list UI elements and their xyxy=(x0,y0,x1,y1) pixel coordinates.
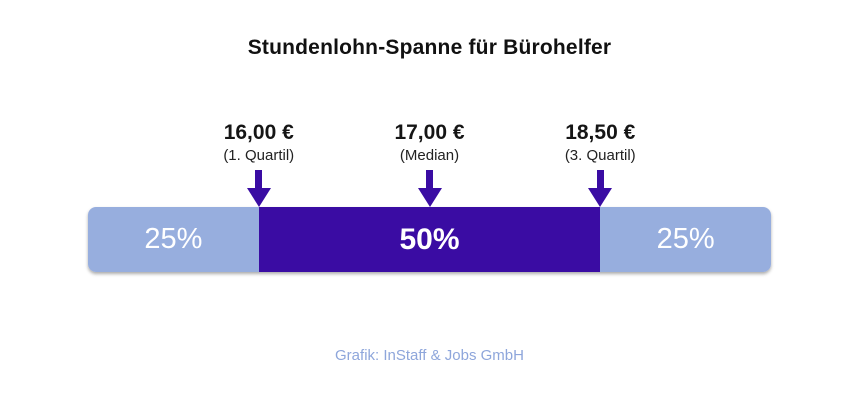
down-arrow-icon xyxy=(174,170,344,207)
marker-q1-value: 16,00 € xyxy=(223,121,294,144)
arrow-head xyxy=(246,188,271,207)
marker-q1: 16,00 € (1. Quartil) xyxy=(174,120,344,207)
arrow-stem xyxy=(255,170,263,188)
arrow-head xyxy=(588,188,613,207)
markers-layer: 16,00 € (1. Quartil) 17,00 € (Median) 18… xyxy=(88,120,771,210)
marker-q1-label: (1. Quartil) xyxy=(223,147,295,164)
segment-lower-quartile-label: 25% xyxy=(144,223,203,255)
marker-median-value: 17,00 € xyxy=(394,121,465,144)
source-caption: Grafik: InStaff & Jobs GmbH xyxy=(335,347,524,364)
marker-q3-value: 18,50 € xyxy=(565,121,636,144)
marker-q3-label: (3. Quartil) xyxy=(564,147,636,164)
marker-median-label: (Median) xyxy=(399,147,460,164)
marker-median: 17,00 € (Median) xyxy=(345,120,515,207)
arrow-head xyxy=(417,188,442,207)
down-arrow-icon xyxy=(345,170,515,207)
segment-interquartile-label: 50% xyxy=(399,222,460,256)
segment-lower-quartile: 25% xyxy=(88,207,259,272)
segment-interquartile: 50% xyxy=(258,207,601,272)
arrow-stem xyxy=(596,170,604,188)
wage-range-bar: 25% 50% 25% xyxy=(88,207,771,272)
chart-title: Stundenlohn-Spanne für Bürohelfer xyxy=(247,36,612,59)
segment-upper-quartile-label: 25% xyxy=(656,223,715,255)
down-arrow-icon xyxy=(515,170,685,207)
segment-upper-quartile: 25% xyxy=(600,207,771,272)
arrow-stem xyxy=(426,170,433,188)
marker-q3: 18,50 € (3. Quartil) xyxy=(515,120,685,207)
